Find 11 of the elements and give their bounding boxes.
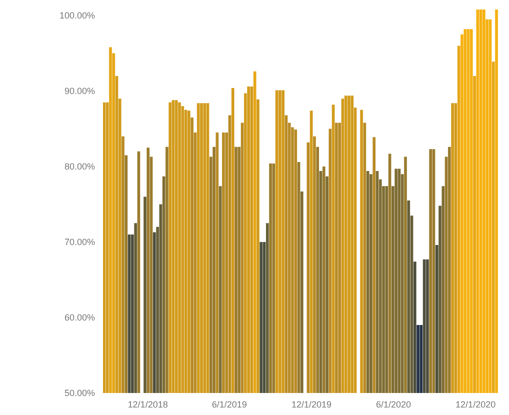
y-tick-label: 60.00%	[64, 312, 95, 323]
x-tick-label: 6/1/2019	[212, 399, 247, 410]
x-tick-label: 6/1/2020	[376, 399, 412, 410]
y-tick-label: 80.00%	[64, 162, 95, 172]
y-tick-label: 70.00%	[64, 237, 95, 248]
x-tick-label: 12/1/2020	[456, 399, 496, 410]
y-tick-label: 90.00%	[64, 86, 95, 96]
y-tick-label: 100.00%	[59, 10, 95, 21]
x-tick-label: 12/1/2018	[128, 399, 168, 410]
y-tick-label: 50.00%	[64, 388, 95, 398]
x-tick-label: 12/1/2019	[291, 399, 332, 410]
